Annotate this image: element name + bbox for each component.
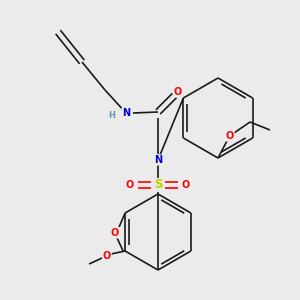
Text: S: S [154, 178, 162, 191]
Text: N: N [154, 155, 162, 165]
Text: O: O [103, 251, 111, 261]
Text: H: H [109, 112, 116, 121]
Text: O: O [182, 180, 190, 190]
Text: O: O [174, 87, 182, 97]
Text: O: O [111, 228, 119, 238]
Text: O: O [126, 180, 134, 190]
Text: O: O [226, 131, 234, 141]
Text: N: N [122, 108, 130, 118]
